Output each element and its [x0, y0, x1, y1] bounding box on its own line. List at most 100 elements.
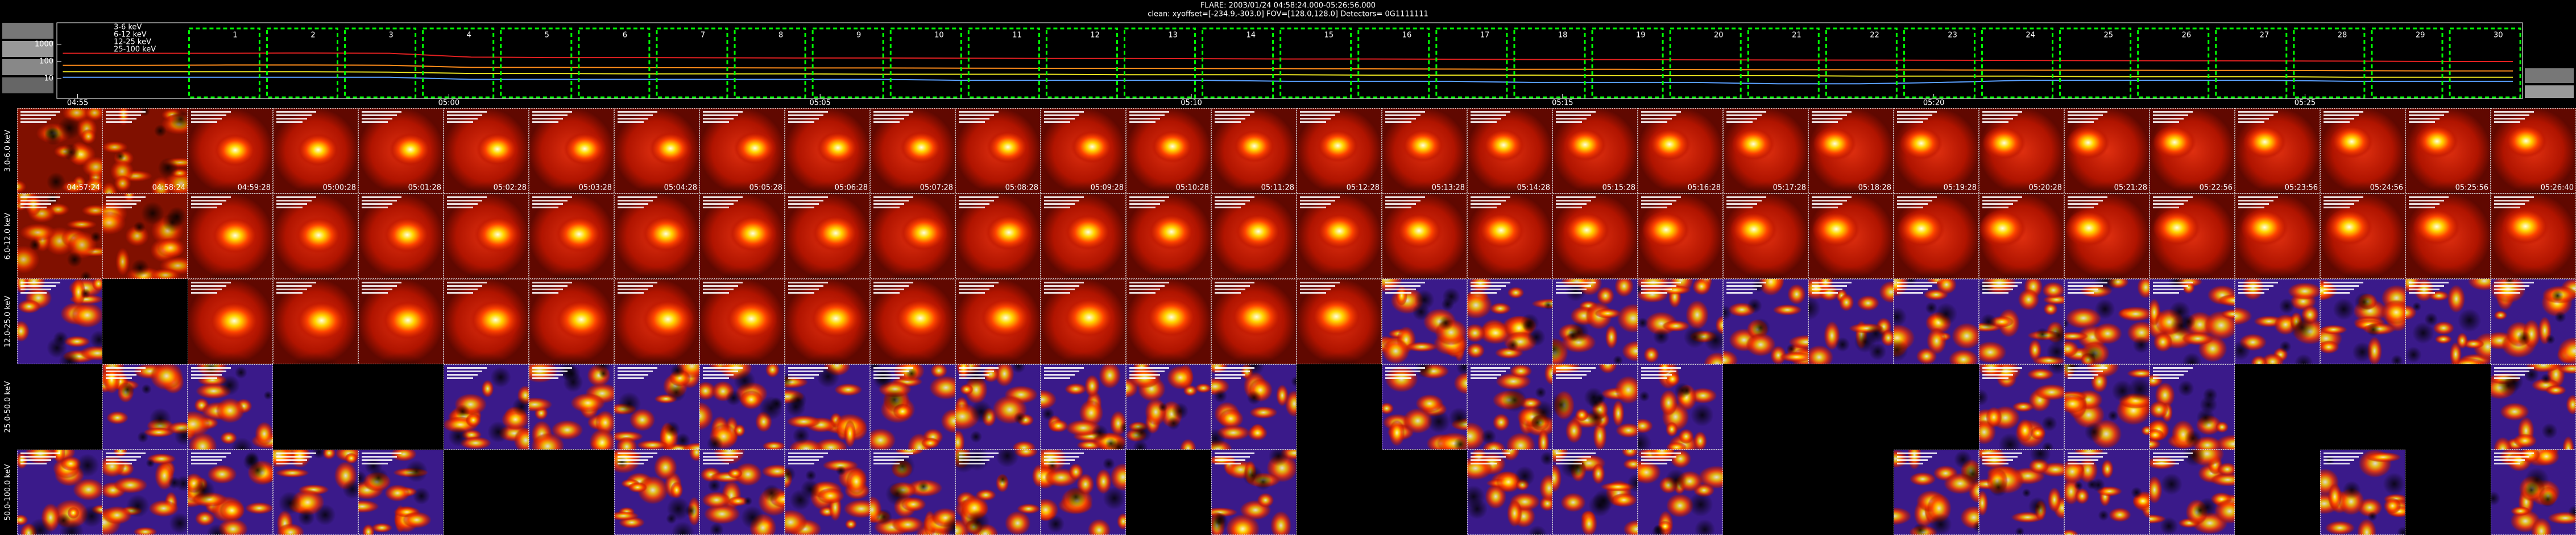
- tile-header-text: [2324, 207, 2350, 208]
- tile-header-text: [873, 289, 904, 290]
- time-interval: [1435, 27, 1508, 98]
- dark-spot: [126, 494, 150, 518]
- tile-header-text: [1044, 377, 1070, 379]
- dark-spot: [2094, 298, 2115, 319]
- tile-header-text: [1556, 463, 1582, 464]
- dark-spot: [1046, 515, 1065, 533]
- dark-spot: [2279, 340, 2292, 353]
- source-blob: [211, 216, 259, 254]
- time-interval: [2059, 27, 2132, 98]
- vignette: [461, 182, 512, 194]
- image-tile: 05:19:28: [1894, 108, 1979, 194]
- noise-blob: [2064, 331, 2089, 341]
- dark-spot: [2184, 429, 2202, 447]
- interval-number: 30: [2494, 31, 2503, 40]
- dark-spot: [1613, 355, 1624, 364]
- interval-number: 10: [934, 31, 944, 40]
- source-blob: [900, 214, 948, 252]
- noise-blob: [2042, 282, 2064, 299]
- noise-blob: [2467, 279, 2491, 291]
- vignette: [1314, 182, 1365, 194]
- tile-header-text: [2153, 367, 2193, 369]
- tile-header-text: [2324, 285, 2359, 287]
- noise-blob: [2074, 488, 2090, 504]
- tile-header-text: [20, 118, 51, 120]
- dark-spot: [873, 367, 893, 386]
- tile-border: [1467, 364, 1552, 450]
- tile-header-text: [2153, 200, 2188, 201]
- tile-border: [1211, 194, 1297, 279]
- tile-border: [2405, 279, 2491, 364]
- tile-header-text: [618, 114, 653, 116]
- noise-blob: [1041, 389, 1057, 410]
- tile-header-text: [959, 452, 999, 454]
- noise-blob: [2016, 418, 2034, 443]
- noise-blob: [362, 524, 375, 535]
- tile-header-text: [618, 118, 648, 120]
- tile-header-text: [2153, 118, 2184, 120]
- tile-header-text: [1726, 289, 1757, 290]
- tile-border: [2320, 108, 2405, 194]
- tile-header-text: [1044, 196, 1084, 198]
- image-tile: [188, 450, 273, 535]
- tile-header-text: [276, 121, 303, 123]
- noise-blob: [215, 398, 245, 423]
- noise-blob: [2531, 517, 2552, 535]
- dark-spot: [2412, 302, 2422, 311]
- tile-header-text: [532, 292, 558, 294]
- tile-header-text: [106, 196, 146, 198]
- dark-spot: [278, 491, 302, 515]
- tile-header-text: [1982, 289, 2013, 290]
- noise-blob: [82, 156, 102, 178]
- noise-blob: [682, 442, 699, 450]
- noise-blob: [2500, 402, 2529, 421]
- tile-header-text: [2153, 285, 2188, 287]
- noise-blob: [2064, 394, 2087, 414]
- tile-header-text: [2494, 196, 2534, 198]
- tile-header-text: [1129, 207, 1156, 208]
- tile-header-text: [873, 374, 904, 376]
- dark-spot: [1683, 326, 1707, 349]
- tile-header-text: [447, 282, 487, 283]
- image-tile: [2150, 279, 2235, 364]
- image-tile: [1382, 364, 1467, 450]
- tile-header-text: [1471, 118, 1501, 120]
- image-tile: [1041, 194, 1126, 279]
- tile-header-text: [2068, 377, 2094, 379]
- tile-header-text: [191, 459, 222, 461]
- tile-header-text: [20, 456, 56, 458]
- tile-time: 05:04:28: [664, 184, 697, 192]
- dark-spot: [1467, 498, 1488, 520]
- tile-header-text: [1385, 371, 1420, 372]
- image-tile: 05:08:28: [955, 108, 1041, 194]
- tile-header-text: [1471, 282, 1510, 283]
- noise-blob: [1247, 425, 1268, 441]
- tile-header-text: [873, 463, 900, 464]
- noise-blob: [1565, 418, 1583, 443]
- tile-header-text: [2238, 207, 2264, 208]
- noise-blob: [1032, 464, 1041, 488]
- dark-spot: [1835, 337, 1850, 352]
- dark-spot: [2041, 442, 2054, 450]
- image-tile: [1979, 279, 2064, 364]
- tile-header-text: [2068, 371, 2103, 372]
- noise-blob: [81, 204, 102, 217]
- tile-header-text: [532, 118, 563, 120]
- tile-border: [2491, 279, 2576, 364]
- tile-header-text: [276, 289, 307, 290]
- tile-header-text: [1215, 289, 1245, 290]
- tile-border: [273, 194, 358, 279]
- tile-header-text: [1471, 374, 1501, 376]
- tile-header-text: [959, 203, 989, 205]
- dark-spot: [1171, 402, 1189, 420]
- dark-spot: [297, 508, 315, 526]
- tile-border: [1723, 279, 1808, 364]
- dark-spot: [1041, 407, 1055, 421]
- noise-blob: [1838, 294, 1854, 311]
- noise-blob: [2109, 508, 2131, 522]
- tile-header-text: [2494, 111, 2534, 113]
- tile-header-text: [1641, 371, 1676, 372]
- source-blob: [208, 300, 261, 341]
- vignette: [1569, 182, 1621, 194]
- noise-blob: [276, 523, 305, 535]
